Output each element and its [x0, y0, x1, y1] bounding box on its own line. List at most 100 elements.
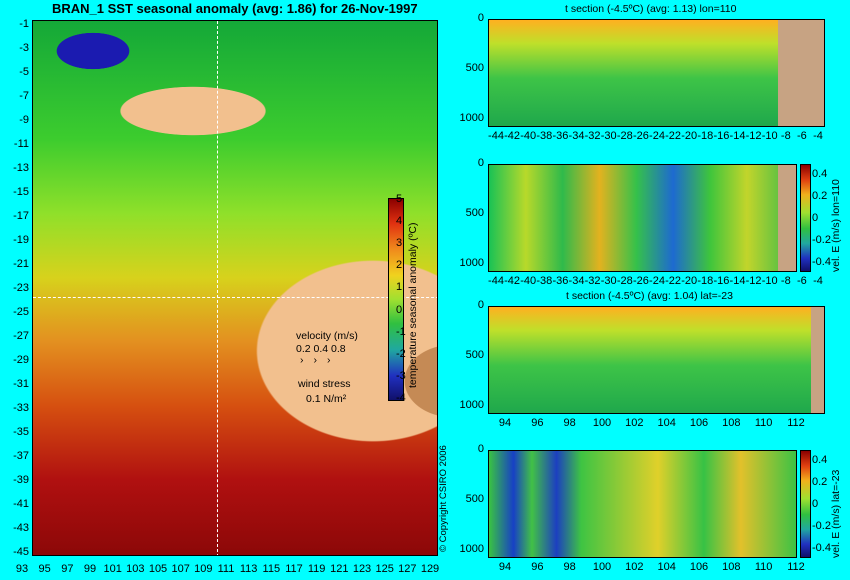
sst-colorbar-tick: 5 [396, 193, 403, 205]
panel-4-x-tick: 110 [754, 561, 773, 573]
map-lat-tick: -41 [13, 498, 29, 510]
map-lat-tick: -35 [13, 426, 29, 438]
panel-4-x-tick: 96 [531, 561, 544, 573]
panel-4-x-tick: 106 [689, 561, 709, 573]
map-lon-tick: 125 [375, 563, 394, 575]
panel-2-x-tick: -34 [568, 275, 585, 287]
panel-4-section [488, 450, 797, 558]
map-lat-tick: -7 [19, 90, 29, 102]
map-lat-tick: -13 [13, 162, 29, 174]
panel-2-x-tick: -42 [504, 275, 521, 287]
panel-2-y-tick: 0 [477, 157, 484, 169]
panel-1-x-tick: -36 [552, 130, 569, 142]
panel-3-section [488, 306, 825, 414]
panel-3-x-tick: 112 [787, 417, 805, 429]
panel-3-land-mask [811, 307, 824, 413]
panel-4-y-tick: 0 [477, 443, 484, 455]
panel-2-x-tick: -30 [600, 275, 617, 287]
sst-colorbar-tick: 2 [396, 259, 403, 272]
map-lat-tick: -1 [19, 18, 29, 30]
panel-2-x-tick: -28 [616, 275, 633, 287]
panel-1-x-tick: -26 [632, 130, 649, 142]
map-lon-tick: 95 [38, 563, 51, 575]
map-lat-tick: -45 [13, 546, 29, 558]
panel-2-section [488, 164, 797, 272]
panel-2-x-tick: -16 [713, 275, 730, 287]
figure-title: BRAN_1 SST seasonal anomaly (avg: 1.86) … [52, 1, 418, 16]
panel-1-land-mask [778, 20, 824, 126]
velocity-legend-arrows: ››› [300, 354, 341, 366]
map-lat-tick: -19 [13, 234, 29, 246]
map-lon-tick: 129 [420, 563, 440, 575]
panel-2-colorbar-label: vel. E (m/s) lon=110 [830, 179, 842, 272]
panel-1-y-tick: 500 [465, 62, 484, 74]
panel-4-colorbar-tick: 0.2 [812, 476, 828, 488]
panel-1-x-tick: -34 [568, 130, 585, 142]
panel-1-x-tick: -28 [616, 130, 633, 142]
section-line-lat [33, 297, 437, 298]
sst-anomaly-map [32, 20, 438, 556]
map-lat-tick: -23 [13, 282, 29, 294]
sst-colorbar-tick: 3 [396, 237, 403, 250]
map-lon-tick: 97 [61, 563, 74, 575]
panel-2-colorbar [800, 164, 811, 272]
panel-1-x-tick: -42 [504, 130, 521, 142]
map-lat-tick: -3 [19, 42, 29, 54]
panel-1-x-tick: -14 [729, 130, 746, 142]
panel-4-x-tick: 102 [625, 561, 644, 573]
copyright-text: © Copyright CSIRO 2006 [438, 445, 449, 552]
map-lon-tick: 103 [126, 563, 145, 575]
map-lon-tick: 99 [83, 563, 97, 575]
map-lat-tick: -9 [19, 114, 29, 126]
panel-2-land-mask [778, 165, 796, 271]
panel-1-x-tick: -22 [665, 130, 682, 142]
panel-2-x-tick: -6 [797, 275, 807, 287]
map-lat-tick: -33 [13, 402, 29, 414]
panel-1-x-tick: -24 [649, 130, 665, 142]
map-lat-tick: -27 [13, 330, 29, 342]
panel-1-x-tick: -32 [584, 130, 601, 142]
map-lon-tick: 107 [171, 563, 190, 575]
panel-4-colorbar-tick: -0.2 [812, 520, 831, 532]
sst-colorbar-tick: 0 [396, 303, 403, 316]
panel-4-x-tick: 100 [592, 561, 612, 573]
panel-2-x-tick: -36 [552, 275, 569, 287]
panel-3-x-tick: 96 [531, 417, 544, 429]
panel-2-x-tick: -32 [584, 275, 601, 287]
map-lat-tick: -37 [13, 450, 29, 462]
map-lon-tick: 115 [262, 563, 281, 575]
velocity-legend-scale: 0.2 0.4 0.8 [296, 343, 346, 355]
panel-1-x-tick: -12 [745, 130, 762, 142]
wind-legend-title: wind stress [298, 378, 351, 390]
sst-colorbar-tick: 4 [396, 215, 403, 228]
panel-1-x-tick: -16 [713, 130, 730, 142]
panel-4-y-tick: 500 [465, 493, 484, 505]
panel-3-x-tick: 100 [592, 417, 612, 429]
panel-3-x-tick: 98 [563, 417, 576, 429]
panel-3-x-tick: 104 [657, 417, 676, 429]
panel-2-x-tick: -26 [632, 275, 649, 287]
panel-2-x-tick: -8 [780, 275, 791, 287]
map-lon-tick: 117 [285, 563, 303, 575]
sst-colorbar [388, 198, 404, 401]
panel-2-x-tick: -40 [520, 275, 537, 287]
map-lat-tick: -21 [13, 258, 29, 270]
map-lon-tick: 119 [307, 563, 326, 575]
map-lon-tick: 123 [352, 563, 372, 575]
map-lon-tick: 113 [239, 563, 258, 575]
panel-4-colorbar-label: vel. E (m/s) lat=-23 [830, 469, 842, 558]
panel-2-x-tick: -44 [488, 275, 504, 287]
velocity-legend-title: velocity (m/s) [296, 330, 358, 342]
map-lon-tick: 127 [398, 563, 417, 575]
panel-2-colorbar-tick: 0.2 [812, 190, 828, 202]
panel-2-colorbar-tick: -0.4 [812, 256, 831, 268]
map-lat-tick: -31 [13, 378, 29, 390]
map-lat-tick: -39 [13, 474, 29, 486]
panel-1-x-tick: -44 [488, 130, 504, 142]
panel-3-x-tick: 110 [754, 417, 773, 429]
panel-2-y-tick: 1000 [459, 257, 484, 269]
map-lon-tick: 105 [148, 563, 168, 575]
panel-2-x-tick: -4 [813, 275, 823, 287]
panel-2-colorbar-tick: 0.4 [812, 168, 828, 180]
